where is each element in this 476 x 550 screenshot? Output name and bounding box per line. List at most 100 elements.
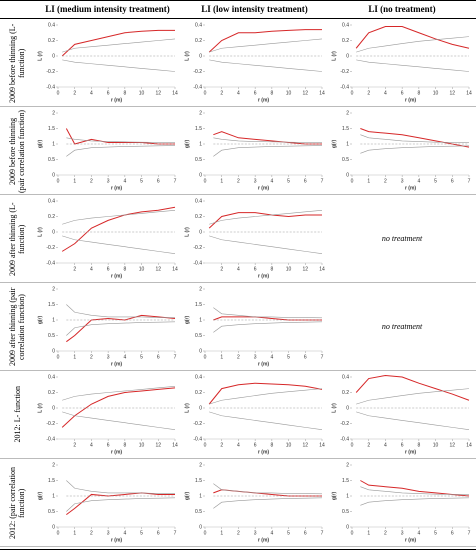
x-tick-label: 6 — [254, 90, 257, 96]
x-tick-label: 14 — [319, 266, 325, 272]
x-tick-label: 4 — [237, 442, 240, 448]
envelope-line — [66, 145, 176, 157]
observed-line — [355, 374, 470, 401]
x-tick-label: 5 — [140, 354, 143, 360]
x-tick-label: 4 — [237, 266, 240, 272]
chart: 0 0.5 1 1.5 2 0 1 2 3 4 5 6 7 r (m) g(r) — [184, 286, 323, 367]
x-tick-label: 1 — [73, 178, 76, 184]
x-tick-label: 14 — [319, 90, 325, 96]
observed-line — [360, 480, 470, 497]
y-tick-label: -0.4 — [46, 436, 55, 442]
x-tick-label: 7 — [321, 178, 324, 184]
y-tick-label: 0.4 — [48, 198, 55, 204]
envelope-line — [66, 497, 176, 512]
y-tick-label: 0.2 — [342, 38, 349, 44]
chart-cell: 0 0.5 1 1.5 2 0 1 2 3 4 5 6 7 r (m) g(r) — [328, 107, 476, 195]
x-axis-label: r (m) — [258, 537, 269, 543]
x-tick-label: 7 — [174, 178, 177, 184]
y-tick-label: 0.2 — [48, 214, 55, 220]
y-tick-label: 1.5 — [48, 478, 55, 484]
x-tick-label: 14 — [172, 90, 178, 96]
row-label: 2012: (pair correlation function) — [0, 459, 34, 547]
y-axis-label: g(r) — [184, 140, 190, 149]
y-tick-label: -0.2 — [193, 245, 202, 251]
row-label: 2009 after thinning (L-function) — [0, 195, 34, 283]
x-tick-label: 4 — [237, 90, 240, 96]
y-tick-label: 1 — [199, 317, 202, 323]
x-tick-label: 14 — [466, 442, 472, 448]
chart-cell: 0 0.5 1 1.5 2 0 1 2 3 4 5 6 7 r (m) g(r) — [181, 107, 328, 195]
x-axis-label: r (m) — [405, 97, 416, 103]
y-tick-label: 0.2 — [342, 390, 349, 396]
envelope-line — [360, 145, 470, 154]
y-tick-label: 2 — [199, 462, 202, 468]
corner — [0, 1, 34, 19]
chart-cell: 0 0.5 1 1.5 2 0 1 2 3 4 5 6 7 r (m) g(r) — [181, 283, 328, 371]
x-tick-label: 3 — [401, 178, 404, 184]
envelope-line — [356, 36, 470, 53]
chart-cell: 0 0.5 1 1.5 2 0 1 2 3 4 5 6 7 r (m) g(r) — [34, 107, 181, 195]
chart: 0 0.5 1 1.5 2 0 1 2 3 4 5 6 7 r (m) g(r) — [37, 110, 177, 191]
note: no treatment — [328, 283, 476, 371]
x-tick-label: 6 — [157, 530, 160, 536]
y-tick-label: 0 — [52, 348, 55, 354]
x-tick-label: 1 — [220, 178, 223, 184]
x-tick-label: 2 — [90, 530, 93, 536]
y-tick-label: 0.2 — [48, 390, 55, 396]
x-tick-label: 2 — [73, 442, 76, 448]
chart: -0.4 -0.2 0 0.2 0.4 2 4 6 8 10 12 14 r (m) L (r) — [184, 198, 325, 279]
row-label-text: 2009 after thinning (L-function) — [8, 201, 26, 276]
y-axis-label: L (r) — [184, 227, 190, 237]
y-axis-label: g(r) — [331, 140, 337, 149]
y-tick-label: 0.5 — [195, 333, 202, 339]
y-tick-label: 0 — [199, 405, 202, 411]
y-tick-label: 0 — [199, 348, 202, 354]
chart-cell: -0.4 -0.2 0 0.2 0.4 2 4 6 8 10 12 14 r (m) L (r) — [34, 195, 181, 283]
x-tick-label: 4 — [384, 442, 387, 448]
x-tick-label: 6 — [304, 530, 307, 536]
x-tick-label: 7 — [174, 530, 177, 536]
x-axis-label: r (m) — [258, 185, 269, 191]
envelope-line — [62, 386, 176, 401]
x-tick-label: 10 — [139, 442, 145, 448]
envelope-line — [360, 486, 469, 495]
x-tick-label: 0 — [57, 530, 60, 536]
y-tick-label: 0.2 — [195, 38, 202, 44]
x-tick-label: 14 — [172, 442, 178, 448]
x-tick-label: 0 — [351, 90, 354, 96]
x-tick-label: 10 — [433, 442, 439, 448]
x-axis-label: r (m) — [405, 537, 416, 543]
x-tick-label: 4 — [123, 354, 126, 360]
chart-cell: -0.4 -0.2 0 0.2 0.4 0 2 4 6 8 10 12 14 r (m) L (r) — [328, 19, 476, 107]
x-tick-label: 2 — [90, 178, 93, 184]
x-tick-label: 14 — [172, 266, 178, 272]
envelope-line — [209, 59, 323, 72]
x-tick-label: 0 — [204, 354, 207, 360]
observed-line — [61, 206, 176, 252]
x-tick-label: 0 — [204, 178, 207, 184]
observed-line — [208, 29, 322, 53]
chart-cell: -0.4 -0.2 0 0.2 0.4 0 2 4 6 8 10 12 14 r (m) L (r) — [34, 19, 181, 107]
x-tick-label: 3 — [401, 530, 404, 536]
x-tick-label: 6 — [107, 90, 110, 96]
x-axis-label: r (m) — [111, 273, 122, 279]
x-tick-label: 3 — [254, 354, 257, 360]
x-tick-label: 2 — [90, 354, 93, 360]
observed-line — [355, 26, 470, 49]
x-tick-label: 6 — [107, 266, 110, 272]
y-axis-label: g(r) — [184, 316, 190, 325]
y-tick-label: -0.2 — [193, 421, 202, 427]
x-tick-label: 4 — [270, 178, 273, 184]
x-tick-label: 2 — [73, 90, 76, 96]
x-tick-label: 12 — [450, 90, 456, 96]
row-label: 2009 before thinning (pair correlation f… — [0, 107, 34, 195]
y-tick-label: 0.4 — [195, 198, 202, 204]
y-tick-label: 0 — [199, 172, 202, 178]
x-axis-label: r (m) — [111, 449, 122, 455]
x-tick-label: 4 — [90, 90, 93, 96]
envelope-line — [360, 497, 470, 506]
x-tick-label: 10 — [433, 90, 439, 96]
envelope-line — [356, 388, 470, 405]
x-tick-label: 6 — [157, 354, 160, 360]
